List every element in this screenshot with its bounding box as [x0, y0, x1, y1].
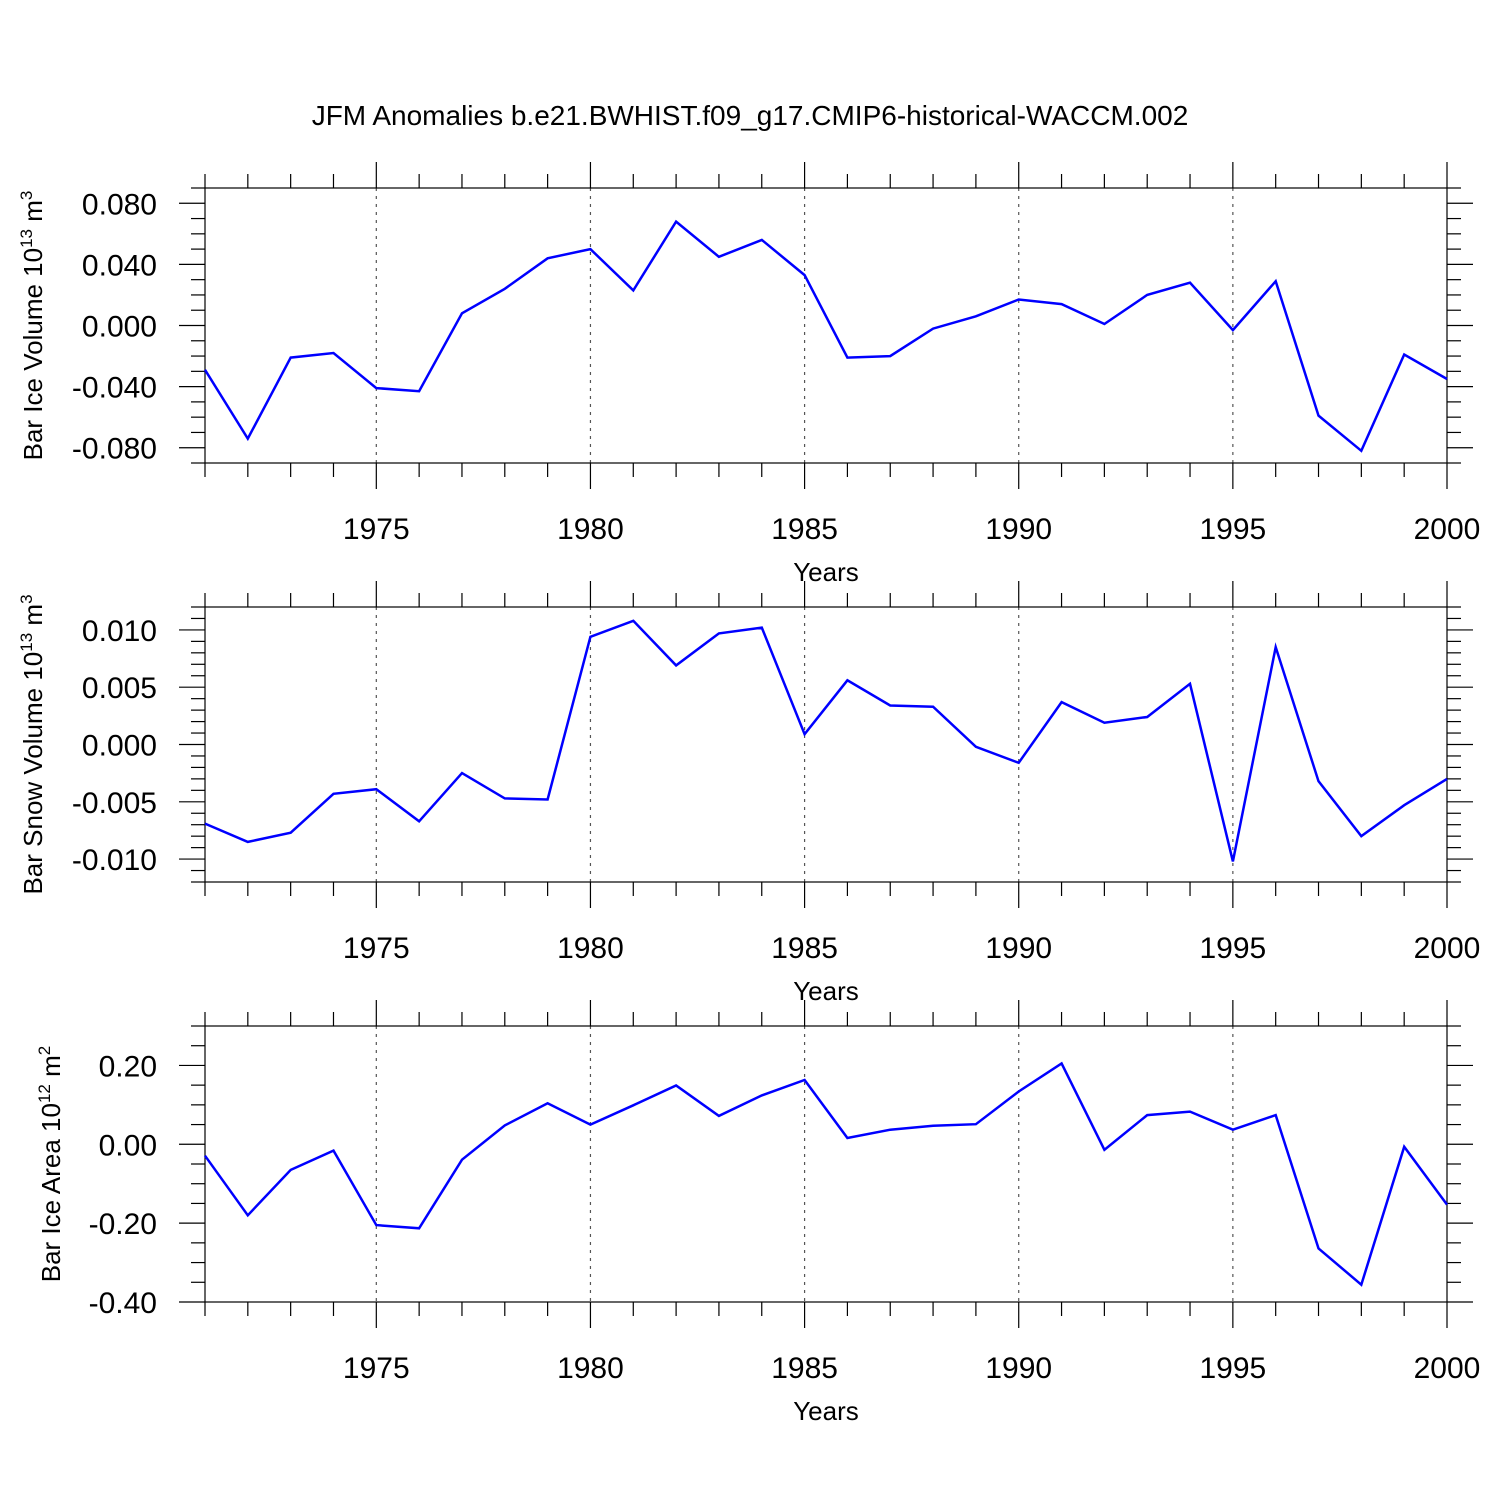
y-axis-label-exponent: 12 — [35, 1084, 54, 1103]
y-tick-label: 0.040 — [82, 249, 157, 282]
y-axis-label-exponent: 13 — [17, 633, 36, 652]
x-tick-label: 1990 — [985, 1352, 1052, 1385]
y-tick-label: -0.010 — [72, 844, 157, 877]
x-axis-label: Years — [793, 557, 859, 587]
y-axis-label-text: Bar Ice Volume 10 — [18, 248, 48, 460]
chart-panel-1: -0.080 -0.040 0.000 0.040 0.080 1975 1980 1985 1… — [17, 162, 1480, 587]
y-axis-label-unit-exponent: 3 — [17, 191, 36, 200]
y-axis-label: Bar Ice Volume 1013 m3 — [17, 191, 48, 461]
y-tick-label: -0.005 — [72, 787, 157, 820]
x-tick-label: 1980 — [557, 932, 624, 965]
series-line — [204, 619, 1448, 862]
y-axis-label-unit: m — [18, 604, 48, 633]
x-tick-label: 2000 — [1414, 932, 1481, 965]
y-tick-label: 0.00 — [99, 1129, 157, 1162]
plot-frame — [204, 606, 1448, 883]
y-tick-label: 0.20 — [99, 1050, 157, 1083]
y-tick-label: 0.000 — [82, 311, 157, 344]
y-axis-label-unit-exponent: 3 — [17, 594, 36, 603]
y-axis-label-exponent: 13 — [17, 229, 36, 248]
y-tick-label: -0.20 — [89, 1208, 157, 1241]
y-tick-label: -0.080 — [72, 433, 157, 466]
y-tick-label: 0.010 — [82, 615, 157, 648]
y-axis-label: Bar Snow Volume 1013 m3 — [17, 594, 48, 894]
x-axis-label: Years — [793, 976, 859, 1006]
x-tick-label: 1975 — [343, 932, 410, 965]
series-line — [203, 219, 1448, 453]
figure-title: JFM Anomalies b.e21.BWHIST.f09_g17.CMIP6… — [312, 100, 1189, 131]
series-line — [203, 1061, 1449, 1287]
x-tick-label: 1980 — [557, 513, 624, 546]
x-tick-label: 1975 — [343, 1352, 410, 1385]
x-tick-label: 1990 — [985, 513, 1052, 546]
y-axis-label-unit: m — [18, 200, 48, 229]
x-tick-label: 1985 — [771, 1352, 838, 1385]
y-tick-label: 0.000 — [82, 730, 157, 763]
y-tick-label: -0.040 — [72, 372, 157, 405]
x-tick-label: 1985 — [771, 513, 838, 546]
y-axis-label-text: Bar Snow Volume 10 — [18, 652, 48, 895]
y-axis-label: Bar Ice Area 1012 m2 — [35, 1046, 66, 1283]
chart-panel-2: -0.010 -0.005 0.000 0.005 0.010 1975 1980 1985 1… — [17, 581, 1480, 1006]
plot-frame — [204, 187, 1448, 464]
chart-panel-3: -0.40 -0.20 0.00 0.20 1975 1980 1985 1990 1995 20… — [35, 1000, 1480, 1426]
y-tick-label: 0.080 — [82, 188, 157, 221]
plot-frame — [204, 1025, 1448, 1303]
x-tick-label: 1995 — [1199, 1352, 1266, 1385]
y-axis-label-unit: m — [36, 1055, 66, 1084]
x-axis-label: Years — [793, 1396, 859, 1426]
x-tick-label: 2000 — [1414, 513, 1481, 546]
y-axis-label-unit-exponent: 2 — [35, 1046, 54, 1055]
y-tick-label: -0.40 — [89, 1287, 157, 1320]
x-tick-label: 1980 — [557, 1352, 624, 1385]
y-axis-label-text: Bar Ice Area 10 — [36, 1103, 66, 1282]
x-tick-label: 1995 — [1199, 513, 1266, 546]
y-tick-label: 0.005 — [82, 672, 157, 705]
x-tick-label: 1985 — [771, 932, 838, 965]
x-tick-label: 1995 — [1199, 932, 1266, 965]
x-tick-label: 1975 — [343, 513, 410, 546]
x-tick-label: 2000 — [1414, 1352, 1481, 1385]
x-tick-label: 1990 — [985, 932, 1052, 965]
